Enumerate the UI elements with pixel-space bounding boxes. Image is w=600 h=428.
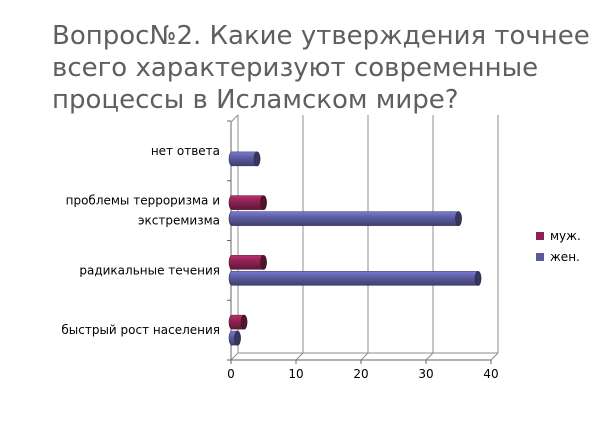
legend: муж. жен. [536,229,581,264]
grid-layer [230,115,499,361]
gridline-floor [490,352,499,361]
bar-cap [253,151,261,167]
gridline-floor [360,352,369,361]
x-tick-label: 30 [418,367,433,381]
bar [228,211,462,226]
bar-cap [474,271,482,286]
x-tick-label: 20 [353,367,368,381]
bar-cap [260,255,267,270]
legend-swatch [536,253,544,261]
wall-edge [230,114,239,123]
category-label: нет ответа [151,144,220,158]
x-tick-label: 0 [227,367,235,381]
category-label: радикальные течения [79,263,220,277]
legend-label: муж. [550,229,581,243]
legend-label: жен. [550,250,580,264]
label-layer: 0 10 20 30 40 быстрый рост населения радикальн… [61,144,498,381]
legend-swatch [536,232,544,240]
bar [228,271,482,286]
gridline-floor [295,352,304,361]
bar-layer [228,151,482,346]
chart-title: Вопрос№2. Какие утверждения точнее всего… [52,21,590,115]
bar-cap [234,330,241,346]
x-tick-label: 10 [288,367,303,381]
gridline-floor [425,352,434,361]
bar-cap [260,195,267,210]
gridline-floor [230,352,239,361]
bar-cap [240,314,248,330]
bar-cap [455,211,462,226]
axis-layer [227,114,498,364]
category-label: проблемы терроризма и экстремизма [66,194,220,228]
x-tick-label: 40 [483,367,498,381]
category-label: быстрый рост населения [61,323,220,337]
